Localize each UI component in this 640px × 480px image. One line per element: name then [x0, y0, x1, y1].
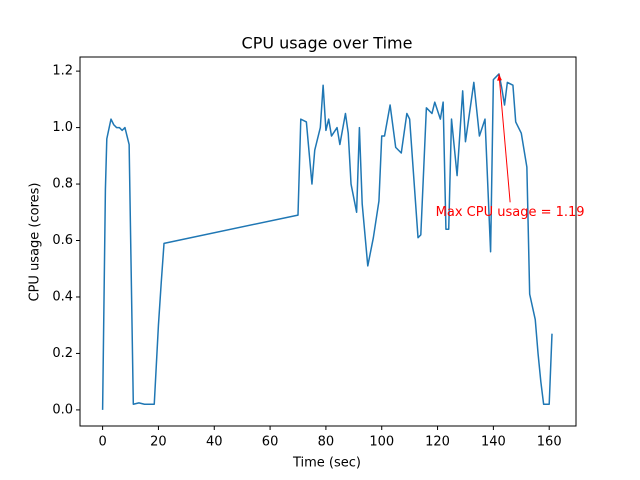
x-tick-label: 160 [537, 435, 562, 450]
x-tick-label: 60 [262, 435, 279, 450]
x-tick-label: 20 [150, 435, 167, 450]
y-axis-label: CPU usage (cores) [28, 183, 43, 302]
y-tick-label: 0.6 [52, 233, 73, 248]
y-tick-label: 0.8 [52, 177, 73, 192]
annotation-text: Max CPU usage = 1.19 [436, 205, 585, 220]
x-tick-label: 120 [425, 435, 450, 450]
y-tick-label: 1.0 [52, 120, 73, 135]
y-tick-label: 0.2 [52, 346, 73, 361]
x-tick-label: 80 [318, 435, 335, 450]
y-tick-label: 0.0 [52, 402, 73, 417]
axes-frame [79, 56, 577, 427]
data-line [101, 73, 553, 410]
x-tick-label: 40 [206, 435, 223, 450]
x-tick-label: 100 [369, 435, 394, 450]
x-tick-label: 140 [481, 435, 506, 450]
y-tick-label: 0.4 [52, 289, 73, 304]
chart-title: CPU usage over Time [242, 34, 413, 53]
y-tick-label: 1.2 [52, 64, 73, 79]
x-tick-label: 0 [98, 435, 106, 450]
annotation-arrow [498, 73, 511, 203]
x-axis-label: Time (sec) [292, 456, 361, 471]
annotation-arrowhead [497, 73, 502, 81]
